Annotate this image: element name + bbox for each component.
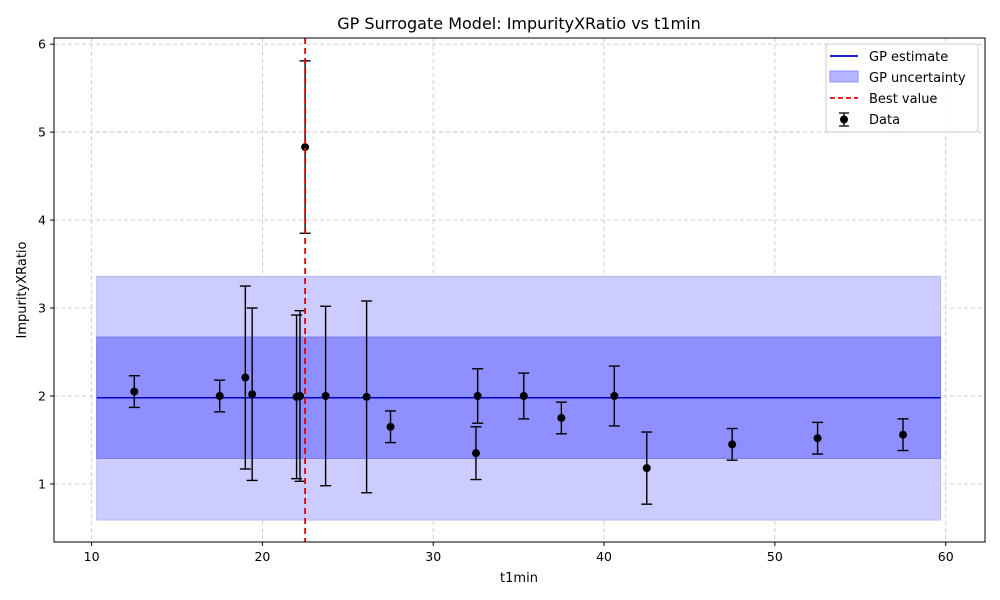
data-point — [472, 368, 484, 424]
data-point — [128, 375, 140, 409]
data-marker — [386, 422, 395, 431]
axis-ticks: 10 20 30 40 50 60 1 2 3 4 5 6 — [38, 37, 954, 564]
data-point — [299, 60, 311, 234]
data-point — [320, 305, 332, 487]
data-marker — [295, 391, 304, 400]
x-tick-label: 30 — [425, 549, 441, 564]
data-point — [641, 431, 653, 505]
x-tick-label: 50 — [767, 549, 783, 564]
legend-gp-uncertainty-label: GP uncertainty — [869, 71, 966, 86]
data-point — [897, 418, 909, 452]
x-tick-label: 40 — [596, 549, 612, 564]
data-point — [726, 427, 738, 461]
data-point — [812, 421, 824, 455]
x-tick-label: 60 — [938, 549, 954, 564]
chart-title: GP Surrogate Model: ImpurityXRatio vs t1… — [337, 14, 700, 33]
legend-gp-estimate-label: GP estimate — [869, 50, 948, 65]
data-layer — [128, 60, 909, 505]
x-tick-label: 10 — [84, 549, 100, 564]
data-marker — [813, 434, 822, 443]
legend-best-value-label: Best value — [869, 92, 937, 107]
legend-frame — [825, 43, 979, 133]
data-point — [361, 300, 373, 494]
x-axis-label: t1min — [500, 571, 538, 586]
y-tick-label: 5 — [38, 125, 46, 140]
data-marker — [215, 391, 224, 400]
data-marker — [728, 440, 737, 449]
data-point — [555, 401, 567, 435]
data-marker — [248, 390, 257, 399]
data-marker — [471, 449, 480, 458]
y-tick-label: 2 — [38, 388, 46, 403]
data-marker — [642, 464, 651, 473]
data-marker — [130, 387, 139, 396]
data-point — [214, 379, 226, 413]
y-tick-label: 1 — [38, 476, 46, 491]
data-point — [246, 307, 258, 482]
y-tick-label: 4 — [38, 213, 46, 228]
data-point — [239, 285, 251, 470]
plot-frame — [53, 37, 986, 543]
data-point — [294, 309, 306, 483]
data-marker — [321, 391, 330, 400]
data-point — [518, 372, 530, 420]
data-marker — [241, 373, 250, 382]
legend-data-swatch — [839, 112, 849, 127]
data-marker — [610, 391, 619, 400]
legend: GP estimate GP uncertainty Best value Da… — [825, 43, 979, 133]
data-point — [608, 365, 620, 427]
data-point — [470, 426, 482, 481]
data-marker — [899, 430, 908, 439]
y-tick-label: 6 — [38, 37, 46, 52]
data-marker — [557, 413, 566, 422]
data-marker — [362, 392, 371, 401]
data-marker — [301, 143, 310, 152]
legend-gp-uncertainty-swatch — [829, 70, 859, 83]
y-tick-label: 3 — [38, 301, 46, 316]
y-axis-label: ImpurityXRatio — [15, 241, 30, 338]
legend-data-label: Data — [869, 113, 900, 128]
data-marker — [519, 391, 528, 400]
data-marker — [473, 391, 482, 400]
x-tick-label: 20 — [254, 549, 270, 564]
data-point — [385, 410, 397, 444]
